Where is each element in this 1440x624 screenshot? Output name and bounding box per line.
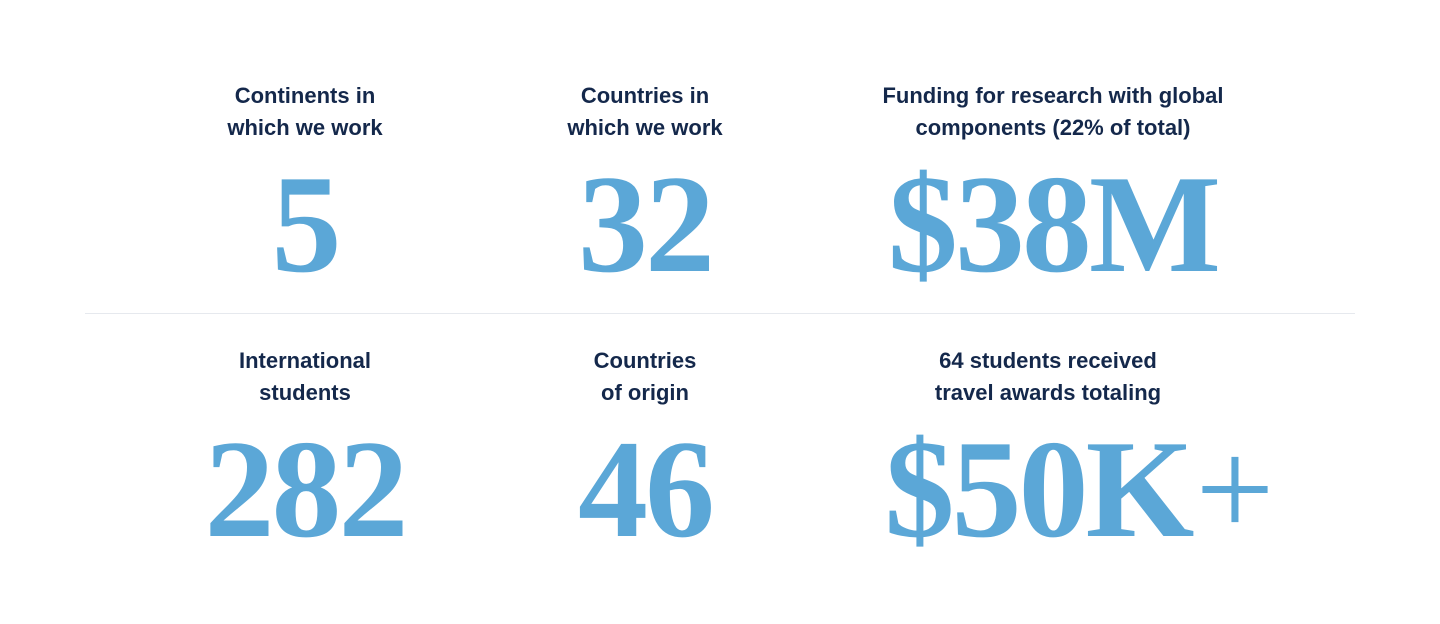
stat-label-line: students <box>259 380 351 405</box>
stat-label-line: travel awards totaling <box>934 380 1162 405</box>
stat-label-line: 64 students received <box>939 348 1157 373</box>
stat-travel-awards: 64 students received travel awards totali… <box>858 345 1298 570</box>
stat-label-line: components (22% of total) <box>915 115 1191 140</box>
stat-value: 46 <box>578 412 715 567</box>
stat-label-line: International <box>238 348 371 373</box>
stat-label-line: Countries <box>593 348 697 373</box>
stat-value-suffix: + <box>1195 412 1274 567</box>
stat-value: 32 <box>578 147 715 302</box>
stat-label: 64 students received travel awards totali… <box>828 345 1268 409</box>
divider <box>85 313 1355 314</box>
stat-countries-of-origin: Countries of origin 46 <box>495 345 795 570</box>
stat-value: $38M <box>887 147 1221 302</box>
stat-value: $50K+ <box>858 409 1298 570</box>
stat-funding: Funding for research with global componen… <box>833 80 1273 305</box>
stat-label-line: Funding for research with global <box>882 83 1224 108</box>
stat-label: Countries in which we work <box>495 80 795 144</box>
stat-label: Countries of origin <box>495 345 795 409</box>
stat-label-line: which we work <box>567 115 723 140</box>
stat-international-students: International students 282 <box>155 345 455 570</box>
stat-label-line: of origin <box>601 380 689 405</box>
stat-label: Continents in which we work <box>155 80 455 144</box>
stat-label-line: which we work <box>227 115 383 140</box>
stat-continents: Continents in which we work 5 <box>155 80 455 305</box>
stat-label: International students <box>155 345 455 409</box>
stat-value: 5 <box>271 147 342 302</box>
stat-label-line: Countries in <box>580 83 710 108</box>
stat-label-line: Continents in <box>234 83 376 108</box>
stat-value-number: $50K <box>884 412 1195 567</box>
stat-countries: Countries in which we work 32 <box>495 80 795 305</box>
stat-label: Funding for research with global componen… <box>833 80 1273 144</box>
stat-value: 282 <box>204 412 409 567</box>
